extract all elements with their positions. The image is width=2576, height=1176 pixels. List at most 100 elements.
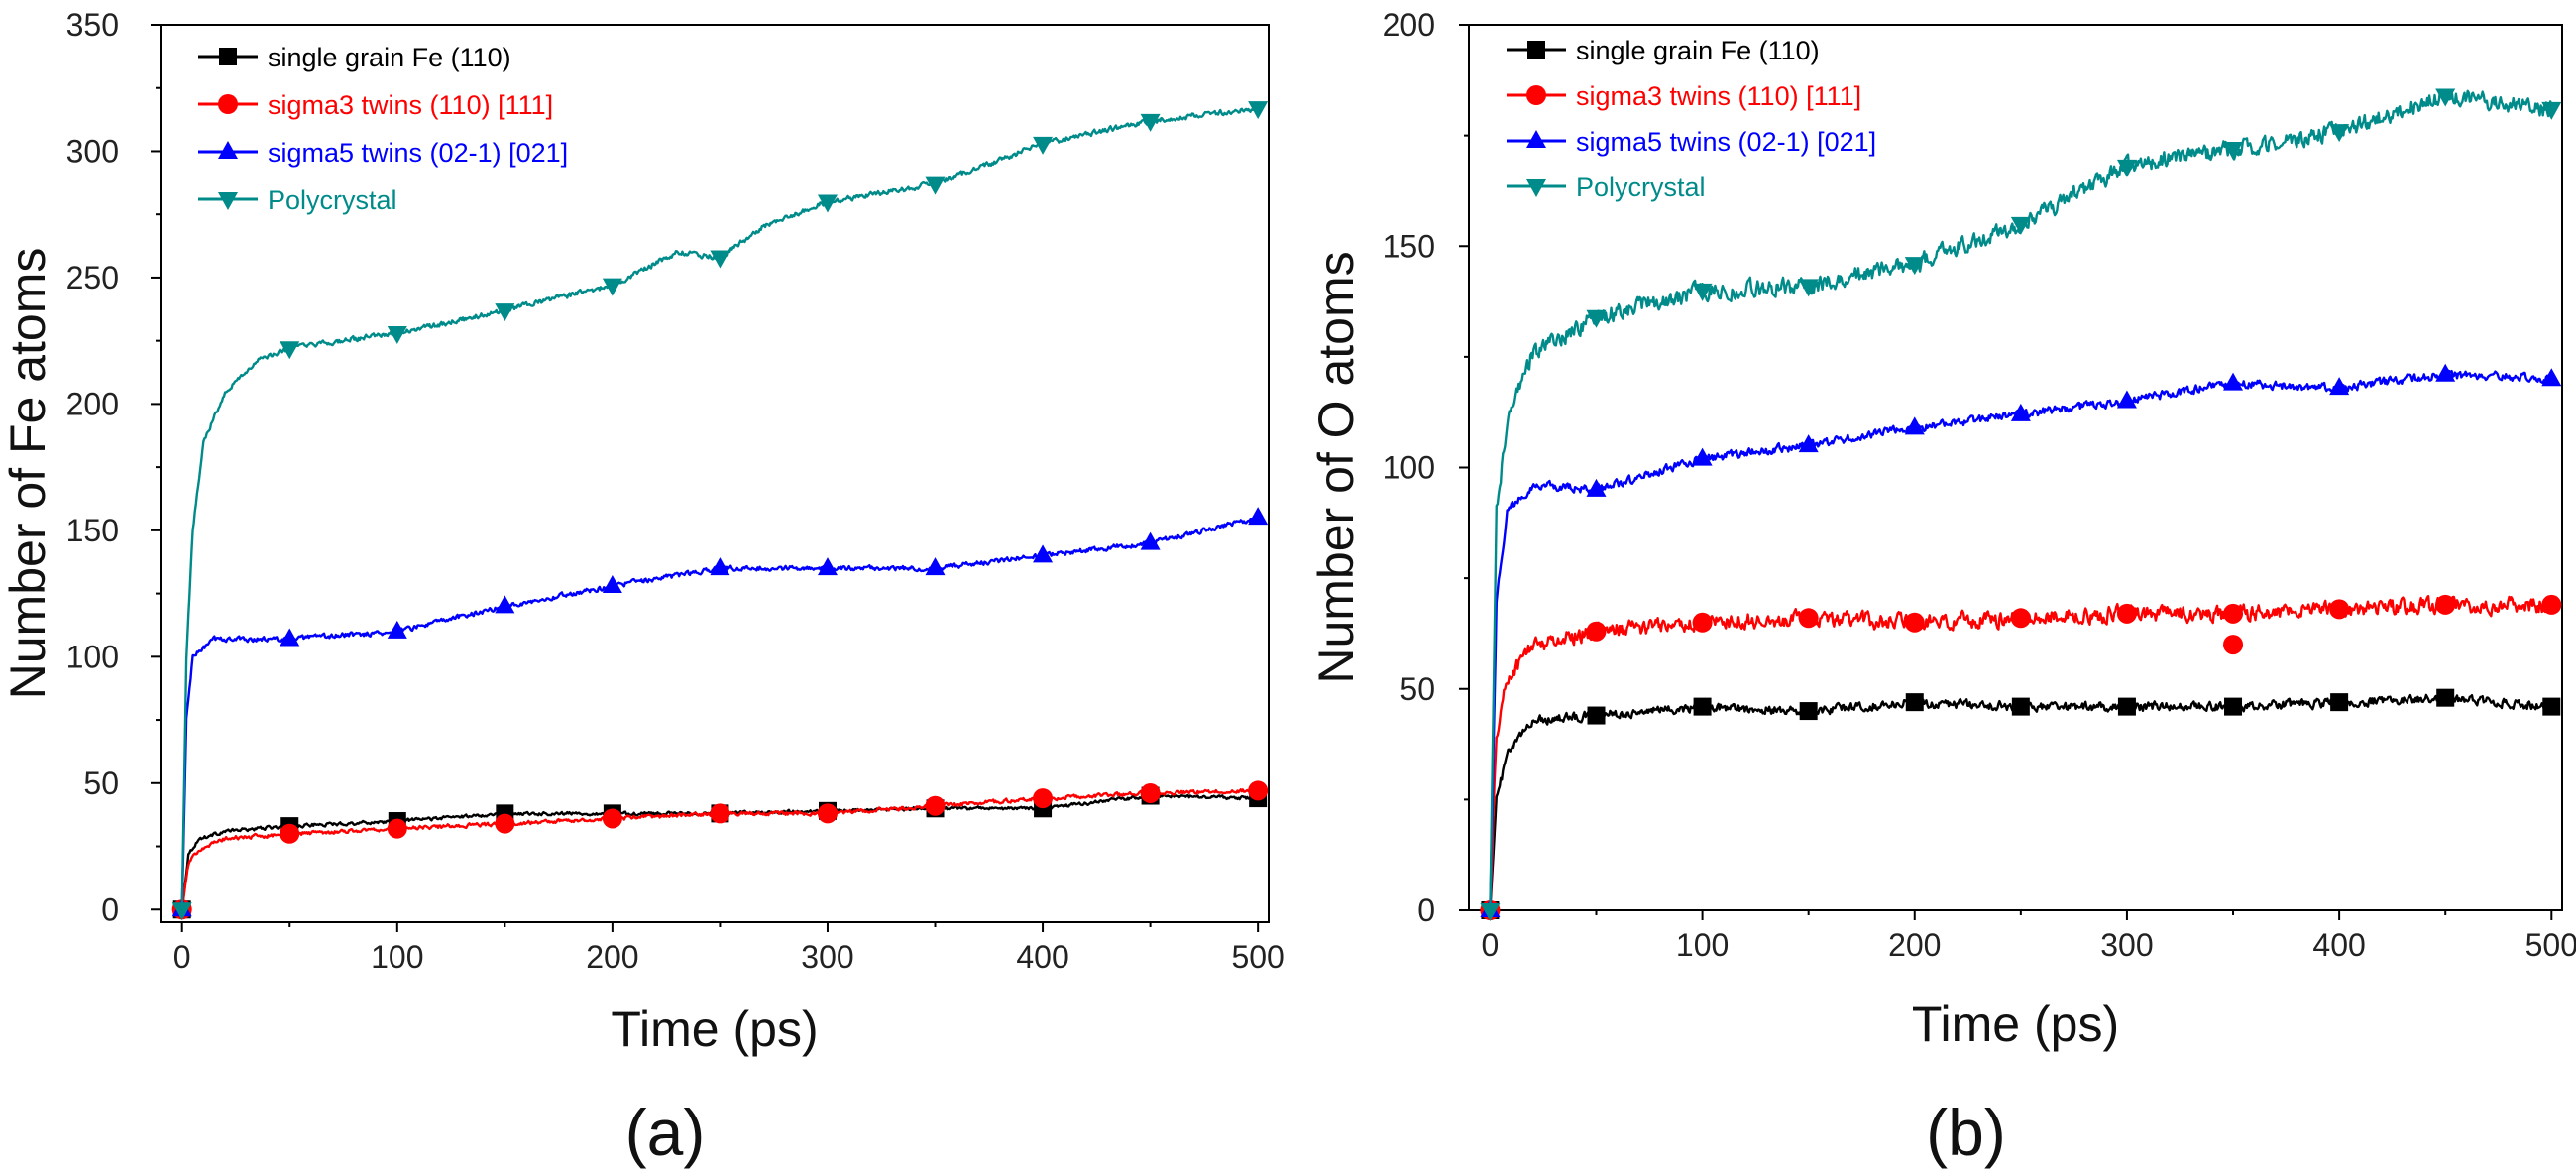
data-marker-b-0 <box>1799 702 1818 721</box>
x-tick-label-a: 0 <box>173 939 191 975</box>
plot-frame-b <box>1468 24 2563 911</box>
data-marker-b-0 <box>2224 697 2243 716</box>
data-marker-b-3 <box>1904 257 1925 276</box>
data-marker-b-2 <box>1692 447 1713 466</box>
data-marker-a-3 <box>171 902 192 921</box>
x-tick-label-a: 100 <box>371 939 423 975</box>
data-marker-a-2 <box>710 557 730 576</box>
data-marker-b-2 <box>1586 478 1607 497</box>
y-tick-label-a: 50 <box>83 765 119 801</box>
data-marker-b-0 <box>1693 697 1712 716</box>
data-marker-b-0 <box>2011 697 2030 716</box>
series-line-a-3 <box>180 105 1260 910</box>
data-marker-b-1 <box>1798 608 1819 629</box>
data-marker-a-1 <box>817 803 838 824</box>
data-marker-b-3 <box>1586 309 1607 328</box>
data-marker-a-2 <box>602 574 622 593</box>
data-marker-b-1 <box>1586 621 1607 642</box>
legend-marker-b-1 <box>1526 85 1546 105</box>
data-marker-b-0 <box>1905 693 1924 712</box>
data-marker-b-0 <box>2542 697 2561 716</box>
data-marker-b-0 <box>2330 693 2349 712</box>
legend-marker-a-1 <box>218 94 238 114</box>
legend-a: single grain Fe (110) sigma3 twins (110) … <box>198 43 568 215</box>
y-tick-label-a: 100 <box>66 639 119 674</box>
panel-label-b: (b) <box>1926 1096 2006 1169</box>
data-marker-b-1 <box>2435 594 2456 615</box>
data-marker-b-0 <box>1587 706 1606 725</box>
panel-a: 0 100 200 300 400 500 0 50 100 150 200 250 300 350 Tim… <box>0 7 1285 1169</box>
data-marker-a-3 <box>710 250 730 269</box>
data-marker-b-3 <box>2223 142 2244 161</box>
plot-frame-a <box>160 24 1270 923</box>
data-marker-a-3 <box>817 194 838 213</box>
data-marker-b-1 <box>2541 594 2562 615</box>
data-marker-a-3 <box>1140 113 1161 132</box>
y-tick-label-a: 250 <box>66 260 119 295</box>
x-axis-label-b: Time (ps) <box>1912 997 2119 1052</box>
y-tick-label-a: 0 <box>101 891 119 927</box>
y-axis-label-a: Number of Fe atoms <box>0 248 56 700</box>
data-marker-b-3 <box>2435 88 2456 107</box>
data-marker-a-1 <box>925 795 946 816</box>
legend-label-a-3: Polycrystal <box>268 185 397 215</box>
y-tick-label-a: 350 <box>66 7 119 43</box>
data-marker-b-0 <box>2117 697 2136 716</box>
y-tick-label-b: 200 <box>1383 7 1435 43</box>
legend-marker-a-3 <box>218 192 238 210</box>
data-marker-a-1 <box>1248 780 1269 801</box>
x-tick-label-a: 500 <box>1231 939 1284 975</box>
data-marker-b-2 <box>2116 390 2137 409</box>
data-marker-b-2 <box>2435 363 2456 382</box>
legend-marker-a-2 <box>218 141 238 159</box>
series-b-3 <box>1480 88 2562 921</box>
series-line-b-2 <box>1489 369 2553 911</box>
legend-label-b-3: Polycrystal <box>1576 173 1706 202</box>
data-marker-b-2 <box>1904 416 1925 435</box>
data-marker-b-2 <box>2010 403 2031 421</box>
legend-label-a-1: sigma3 twins (110) [111] <box>268 90 553 120</box>
data-marker-a-1 <box>280 823 300 844</box>
legend-label-b-0: single grain Fe (110) <box>1576 36 1820 65</box>
data-marker-a-3 <box>925 176 946 195</box>
legend-b: single grain Fe (110) sigma3 twins (110) … <box>1507 36 1876 202</box>
series-a-3 <box>171 101 1269 921</box>
data-marker-a-1 <box>710 803 730 824</box>
y-tick-label-b: 0 <box>1417 892 1435 928</box>
data-marker-a-3 <box>602 278 622 296</box>
data-marker-a-1 <box>1033 788 1054 809</box>
legend-label-a-2: sigma5 twins (02-1) [021] <box>268 138 568 168</box>
data-marker-a-3 <box>1033 136 1054 155</box>
data-marker-a-2 <box>817 557 838 576</box>
data-marker-b-1 <box>1904 612 1925 633</box>
series-line-b-1 <box>1489 595 2553 911</box>
data-marker-a-1 <box>495 813 515 834</box>
data-marker-b-3 <box>1480 903 1501 921</box>
x-tick-label-b: 200 <box>1888 927 1941 963</box>
data-marker-b-1 <box>1692 612 1713 633</box>
data-marker-a-2 <box>1033 544 1054 563</box>
legend-label-a-0: single grain Fe (110) <box>268 43 511 72</box>
data-marker-a-3 <box>1248 101 1269 120</box>
data-marker-b-2 <box>2223 372 2244 391</box>
data-marker-a-2 <box>1248 507 1269 526</box>
data-marker-b-3 <box>2116 159 2137 177</box>
x-tick-label-b: 100 <box>1676 927 1729 963</box>
data-marker-b-1 <box>2223 635 2244 655</box>
data-marker-a-2 <box>387 620 407 639</box>
data-marker-b-3 <box>2010 216 2031 235</box>
data-marker-a-3 <box>387 326 407 345</box>
legend-label-b-1: sigma3 twins (110) [111] <box>1576 81 1861 111</box>
series-a-2 <box>171 507 1269 917</box>
y-tick-label-a: 300 <box>66 133 119 169</box>
y-tick-label-b: 50 <box>1400 671 1435 707</box>
x-tick-label-b: 0 <box>1482 927 1500 963</box>
data-marker-b-3 <box>2329 124 2350 143</box>
series-line-b-0 <box>1489 693 2553 911</box>
x-axis-label-a: Time (ps) <box>611 1001 818 1057</box>
legend-marker-b-0 <box>1527 41 1545 59</box>
legend-marker-b-3 <box>1526 179 1546 197</box>
y-tick-label-b: 100 <box>1383 450 1435 486</box>
data-marker-b-2 <box>2541 368 2562 387</box>
